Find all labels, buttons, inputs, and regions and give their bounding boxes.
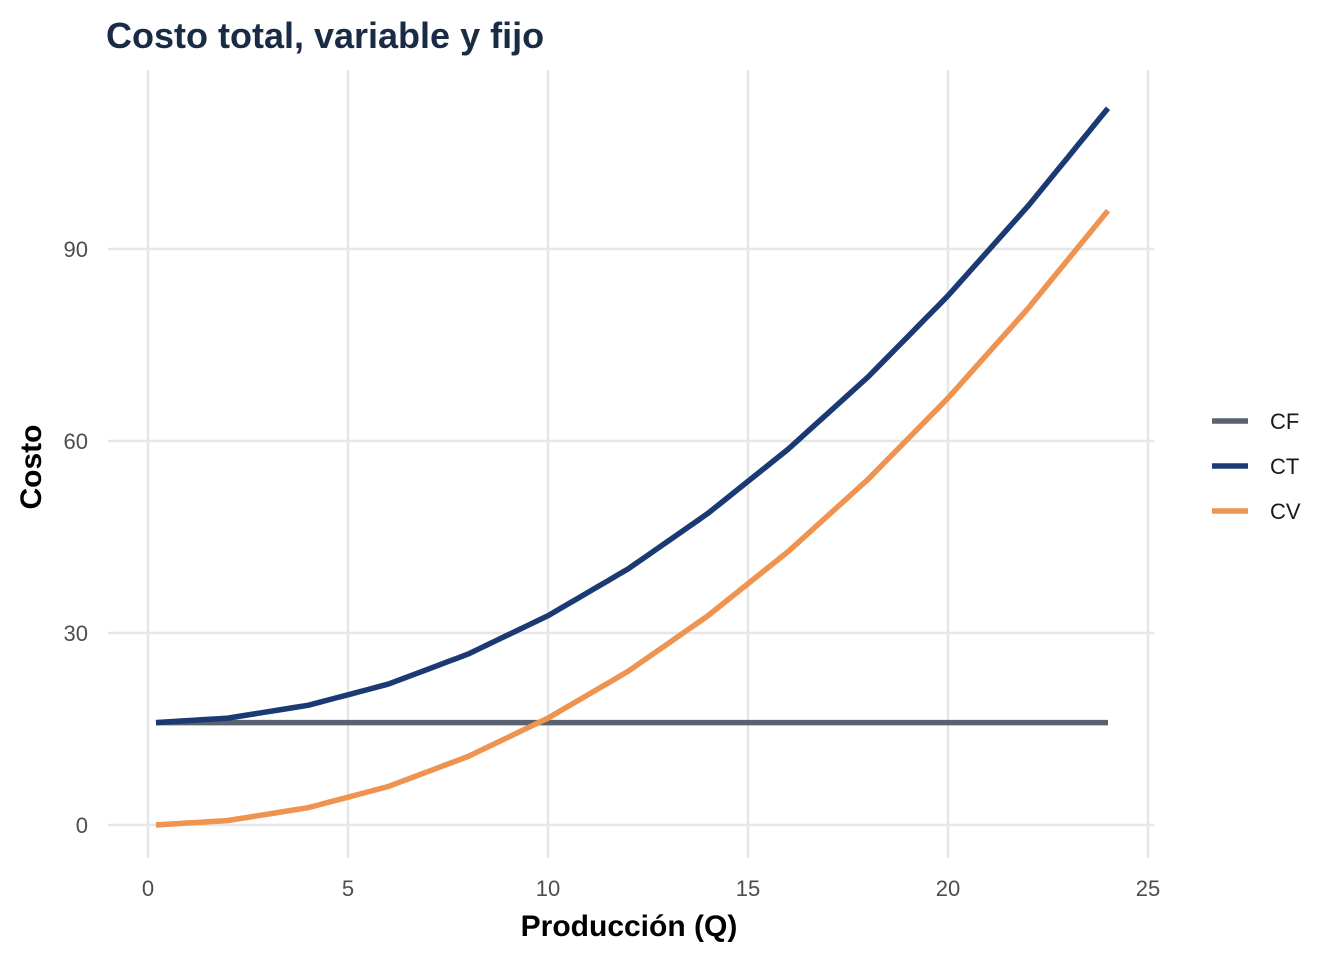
y-tick-label: 90 xyxy=(64,237,88,262)
y-tick-label: 30 xyxy=(64,621,88,646)
series-line-cv xyxy=(155,208,1111,828)
x-tick-label: 0 xyxy=(142,876,154,901)
series-line-ct xyxy=(155,106,1111,726)
grid xyxy=(108,70,1154,858)
x-axis-title: Producción (Q) xyxy=(521,910,738,943)
x-tick-label: 15 xyxy=(736,876,760,901)
y-axis-title: Costo xyxy=(15,425,48,510)
x-tick-label: 10 xyxy=(536,876,560,901)
x-tick-label: 5 xyxy=(342,876,354,901)
legend-label-cf: CF xyxy=(1270,409,1299,434)
legend-label-cv: CV xyxy=(1270,499,1301,524)
y-tick-label: 60 xyxy=(64,429,88,454)
y-tick-label: 0 xyxy=(76,813,88,838)
legend-label-ct: CT xyxy=(1270,454,1299,479)
tick-labels: 0 5 10 15 20 25 0 30 60 90 xyxy=(64,237,1161,901)
legend: CF CT CV xyxy=(1212,409,1301,524)
series-lines xyxy=(155,106,1111,828)
x-tick-label: 25 xyxy=(1136,876,1160,901)
x-tick-label: 20 xyxy=(936,876,960,901)
chart-title: Costo total, variable y fijo xyxy=(106,15,544,56)
